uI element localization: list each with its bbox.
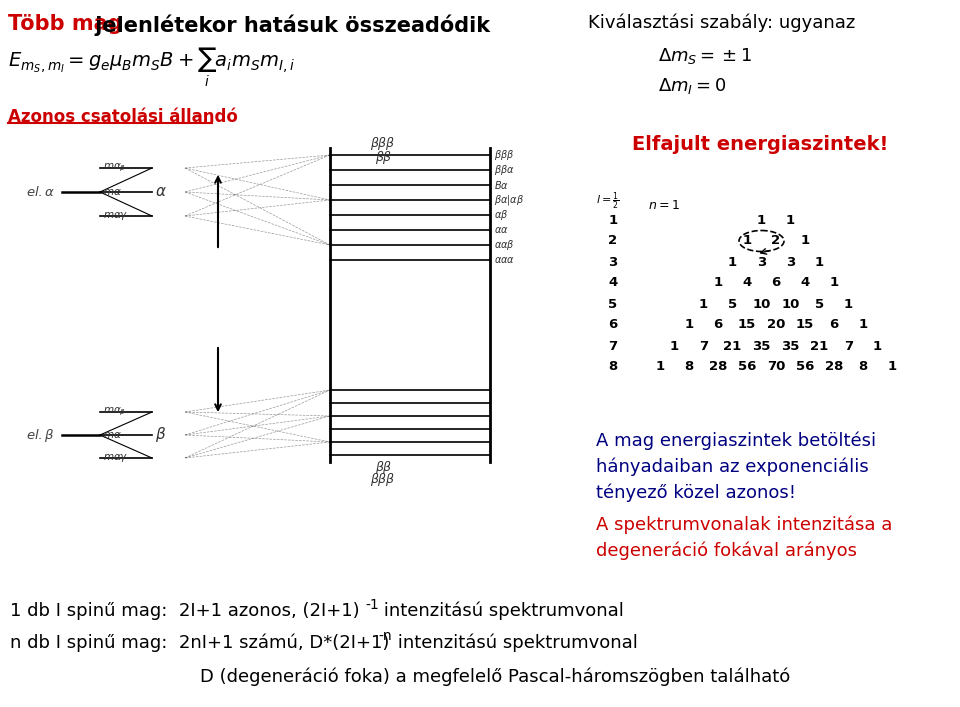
Text: 1: 1 xyxy=(815,255,824,269)
Text: $\beta\beta\beta$: $\beta\beta\beta$ xyxy=(370,134,396,151)
Text: $n=1$: $n=1$ xyxy=(648,199,680,212)
Text: 10: 10 xyxy=(753,298,771,310)
Text: 7: 7 xyxy=(609,339,617,353)
Text: $m\alpha\gamma$: $m\alpha\gamma$ xyxy=(103,452,129,464)
Text: $el.\alpha$: $el.\alpha$ xyxy=(26,185,55,199)
Text: 7: 7 xyxy=(699,339,708,353)
Text: 15: 15 xyxy=(738,318,756,332)
Text: 3: 3 xyxy=(609,255,617,269)
Text: 10: 10 xyxy=(781,298,800,310)
Text: 15: 15 xyxy=(796,318,814,332)
Text: 1: 1 xyxy=(699,298,708,310)
Text: $\beta\beta$: $\beta\beta$ xyxy=(375,148,393,165)
Text: 1: 1 xyxy=(609,214,617,226)
Text: 21: 21 xyxy=(724,339,742,353)
Text: 2: 2 xyxy=(772,235,780,247)
Text: 1: 1 xyxy=(684,318,693,332)
Text: $m\alpha$: $m\alpha$ xyxy=(103,430,122,440)
Text: 8: 8 xyxy=(858,361,868,373)
Text: $\alpha$: $\alpha$ xyxy=(155,185,167,199)
Text: 4: 4 xyxy=(742,276,752,289)
Text: 1: 1 xyxy=(844,298,853,310)
Text: $\beta$: $\beta$ xyxy=(155,426,166,445)
Text: 1: 1 xyxy=(756,214,766,226)
Text: 6: 6 xyxy=(609,318,617,332)
Text: $E_{m_S,m_I} = g_e\mu_B m_S B + \sum_i a_i m_S m_{I,i}$: $E_{m_S,m_I} = g_e\mu_B m_S B + \sum_i a… xyxy=(8,46,296,89)
Text: 3: 3 xyxy=(786,255,795,269)
Text: $\beta\alpha|\alpha\beta$: $\beta\alpha|\alpha\beta$ xyxy=(494,193,524,207)
Text: 1: 1 xyxy=(786,214,795,226)
Text: $\beta\beta\beta$: $\beta\beta\beta$ xyxy=(370,472,396,489)
Text: $m\alpha_\beta$: $m\alpha_\beta$ xyxy=(103,162,127,174)
Text: 1: 1 xyxy=(728,255,737,269)
Text: $\beta\beta$: $\beta\beta$ xyxy=(375,459,393,476)
Text: 1 db I spinű mag:  2I+1 azonos, (2I+1): 1 db I spinű mag: 2I+1 azonos, (2I+1) xyxy=(10,602,360,620)
Text: 3: 3 xyxy=(756,255,766,269)
Text: 35: 35 xyxy=(781,339,800,353)
Text: 6: 6 xyxy=(829,318,839,332)
Text: 4: 4 xyxy=(801,276,809,289)
Text: 4: 4 xyxy=(609,276,617,289)
Text: 20: 20 xyxy=(767,318,785,332)
Text: 21: 21 xyxy=(810,339,828,353)
Text: A mag energiaszintek betöltési
hányadaiban az exponenciális
tényező közel azonos: A mag energiaszintek betöltési hányadaib… xyxy=(596,432,876,502)
Text: $\alpha\beta$: $\alpha\beta$ xyxy=(494,208,509,222)
Text: 70: 70 xyxy=(767,361,785,373)
Text: 1: 1 xyxy=(829,276,839,289)
Text: Elfajult energiaszintek!: Elfajult energiaszintek! xyxy=(632,135,888,154)
Text: $\Delta m_I = 0$: $\Delta m_I = 0$ xyxy=(658,76,726,96)
Text: 5: 5 xyxy=(609,298,617,310)
Text: 6: 6 xyxy=(713,318,723,332)
Text: 8: 8 xyxy=(609,361,617,373)
Text: 8: 8 xyxy=(684,361,694,373)
Text: $\beta\beta\beta$: $\beta\beta\beta$ xyxy=(494,148,515,162)
Text: -1: -1 xyxy=(365,598,379,612)
Text: $\alpha\alpha\alpha$: $\alpha\alpha\alpha$ xyxy=(494,255,516,265)
Text: $m\alpha\gamma$: $m\alpha\gamma$ xyxy=(103,210,129,222)
Text: $l=\frac{1}{2}$: $l=\frac{1}{2}$ xyxy=(596,190,620,212)
Text: 7: 7 xyxy=(844,339,853,353)
Text: 1: 1 xyxy=(670,339,679,353)
Text: $el.\beta$: $el.\beta$ xyxy=(26,426,55,443)
Text: $m\alpha$: $m\alpha$ xyxy=(103,187,122,197)
Text: $m\alpha_\beta$: $m\alpha_\beta$ xyxy=(103,406,127,419)
Text: $\Delta m_S = \pm 1$: $\Delta m_S = \pm 1$ xyxy=(658,46,753,66)
Text: 56: 56 xyxy=(796,361,814,373)
Text: 56: 56 xyxy=(738,361,756,373)
Text: 1: 1 xyxy=(873,339,882,353)
Text: intenzitású spektrumvonal: intenzitású spektrumvonal xyxy=(378,602,624,621)
Text: 1: 1 xyxy=(887,361,897,373)
Text: D (degeneráció foka) a megfelelő Pascal-háromszögben található: D (degeneráció foka) a megfelelő Pascal-… xyxy=(200,667,790,686)
Text: $B\alpha$: $B\alpha$ xyxy=(494,179,509,191)
Text: 6: 6 xyxy=(772,276,780,289)
Text: 1: 1 xyxy=(656,361,664,373)
Text: jelenlétekor hatásuk összeadódik: jelenlétekor hatásuk összeadódik xyxy=(88,14,491,35)
Text: 28: 28 xyxy=(708,361,727,373)
Text: A spektrumvonalak intenzitása a
degeneráció fokával arányos: A spektrumvonalak intenzitása a degenerá… xyxy=(596,516,893,560)
Text: intenzitású spektrumvonal: intenzitású spektrumvonal xyxy=(392,633,637,651)
Text: $\beta\beta\alpha$: $\beta\beta\alpha$ xyxy=(494,163,515,177)
Text: 28: 28 xyxy=(825,361,843,373)
Text: Azonos csatolási állandó: Azonos csatolási állandó xyxy=(8,108,238,126)
Text: $\alpha\alpha$: $\alpha\alpha$ xyxy=(494,225,509,235)
Text: 5: 5 xyxy=(728,298,737,310)
Text: -n: -n xyxy=(378,629,392,643)
Text: Kiválasztási szabály: ugyanaz: Kiválasztási szabály: ugyanaz xyxy=(588,14,855,33)
Text: 1: 1 xyxy=(742,235,752,247)
Text: 1: 1 xyxy=(801,235,809,247)
Text: 1: 1 xyxy=(713,276,723,289)
Text: 2: 2 xyxy=(609,235,617,247)
Text: 1: 1 xyxy=(858,318,868,332)
Text: 5: 5 xyxy=(815,298,824,310)
Text: $\alpha\alpha\beta$: $\alpha\alpha\beta$ xyxy=(494,238,515,252)
Text: Több mag: Több mag xyxy=(8,14,123,34)
Text: n db I spinű mag:  2nI+1 számú, D*(2I+1): n db I spinű mag: 2nI+1 számú, D*(2I+1) xyxy=(10,633,390,651)
Text: 35: 35 xyxy=(753,339,771,353)
